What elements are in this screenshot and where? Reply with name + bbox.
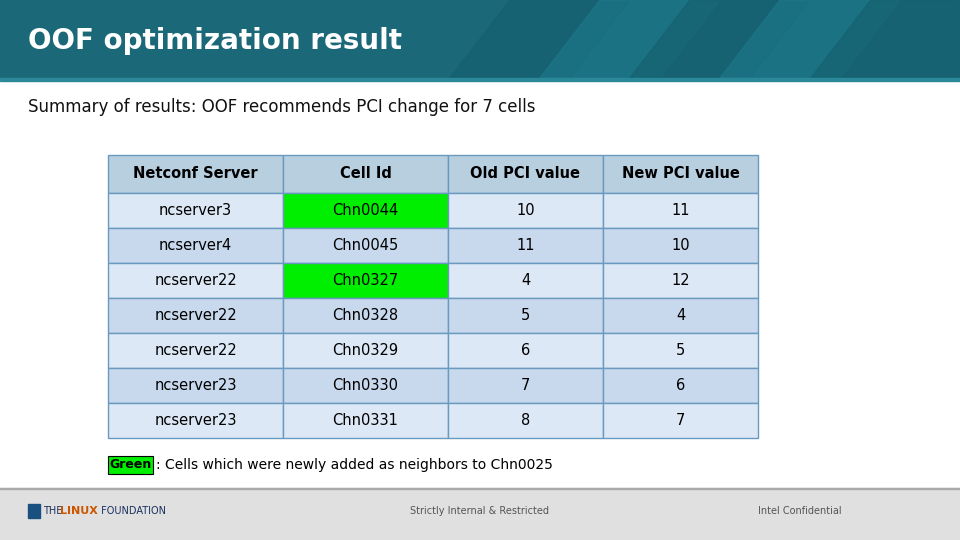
Text: : Cells which were newly added as neighbors to Chn0025: : Cells which were newly added as neighb… <box>156 458 553 472</box>
Text: 7: 7 <box>676 413 685 428</box>
Bar <box>0 488 960 489</box>
Text: OOF optimization result: OOF optimization result <box>28 26 402 55</box>
Text: Green: Green <box>109 458 152 471</box>
Bar <box>603 403 758 438</box>
Polygon shape <box>720 0 900 78</box>
Bar <box>283 333 448 368</box>
Text: New PCI value: New PCI value <box>621 166 739 181</box>
Bar <box>603 263 758 298</box>
Text: Chn0045: Chn0045 <box>332 238 398 253</box>
Bar <box>448 368 603 403</box>
Polygon shape <box>630 0 810 78</box>
Bar <box>603 368 758 403</box>
Bar <box>603 228 758 263</box>
Bar <box>448 333 603 368</box>
Text: 4: 4 <box>521 273 530 288</box>
Bar <box>0 488 960 540</box>
Bar <box>108 263 283 298</box>
Bar <box>283 193 448 228</box>
Text: Old PCI value: Old PCI value <box>470 166 581 181</box>
Polygon shape <box>450 0 630 78</box>
Text: ncserver22: ncserver22 <box>155 343 237 358</box>
Text: Netconf Server: Netconf Server <box>133 166 258 181</box>
Text: Chn0328: Chn0328 <box>332 308 398 323</box>
Text: 11: 11 <box>671 203 689 218</box>
Polygon shape <box>810 0 960 78</box>
Bar <box>108 155 283 193</box>
Bar <box>603 193 758 228</box>
Bar <box>448 193 603 228</box>
Bar <box>108 333 283 368</box>
Text: ncserver3: ncserver3 <box>159 203 232 218</box>
Bar <box>108 368 283 403</box>
Bar <box>448 155 603 193</box>
Text: 10: 10 <box>516 203 535 218</box>
Bar <box>448 228 603 263</box>
Bar <box>603 333 758 368</box>
Text: 6: 6 <box>521 343 530 358</box>
Text: 5: 5 <box>676 343 685 358</box>
Text: ncserver4: ncserver4 <box>158 238 232 253</box>
Text: Strictly Internal & Restricted: Strictly Internal & Restricted <box>411 507 549 516</box>
Bar <box>108 228 283 263</box>
Text: ncserver22: ncserver22 <box>155 273 237 288</box>
Bar <box>0 78 960 81</box>
Bar <box>108 403 283 438</box>
Bar <box>448 263 603 298</box>
Text: Intel Confidential: Intel Confidential <box>758 507 842 516</box>
Bar <box>108 298 283 333</box>
Bar <box>283 298 448 333</box>
Bar <box>0 0 960 78</box>
Text: Chn0331: Chn0331 <box>332 413 398 428</box>
Text: Summary of results: OOF recommends PCI change for 7 cells: Summary of results: OOF recommends PCI c… <box>28 98 536 116</box>
Text: ncserver22: ncserver22 <box>155 308 237 323</box>
Bar <box>108 193 283 228</box>
Bar <box>283 403 448 438</box>
Text: LINUX: LINUX <box>60 507 98 516</box>
Bar <box>603 298 758 333</box>
Bar <box>603 155 758 193</box>
Text: 10: 10 <box>671 238 690 253</box>
Bar <box>283 368 448 403</box>
Text: Chn0330: Chn0330 <box>332 378 398 393</box>
Text: 5: 5 <box>521 308 530 323</box>
Bar <box>448 298 603 333</box>
Text: Cell Id: Cell Id <box>340 166 392 181</box>
Bar <box>448 403 603 438</box>
Text: 12: 12 <box>671 273 690 288</box>
Text: 8: 8 <box>521 413 530 428</box>
Polygon shape <box>540 0 720 78</box>
Text: 11: 11 <box>516 238 535 253</box>
Text: 4: 4 <box>676 308 685 323</box>
Text: 6: 6 <box>676 378 685 393</box>
Text: Chn0329: Chn0329 <box>332 343 398 358</box>
Text: 7: 7 <box>521 378 530 393</box>
Text: Chn0327: Chn0327 <box>332 273 398 288</box>
Text: FOUNDATION: FOUNDATION <box>98 507 166 516</box>
Bar <box>28 504 40 518</box>
Text: THE: THE <box>43 507 65 516</box>
Text: Chn0044: Chn0044 <box>332 203 398 218</box>
Bar <box>283 263 448 298</box>
Bar <box>108 456 153 474</box>
Bar <box>283 155 448 193</box>
Text: ncserver23: ncserver23 <box>155 378 237 393</box>
Bar <box>283 228 448 263</box>
Text: ncserver23: ncserver23 <box>155 413 237 428</box>
